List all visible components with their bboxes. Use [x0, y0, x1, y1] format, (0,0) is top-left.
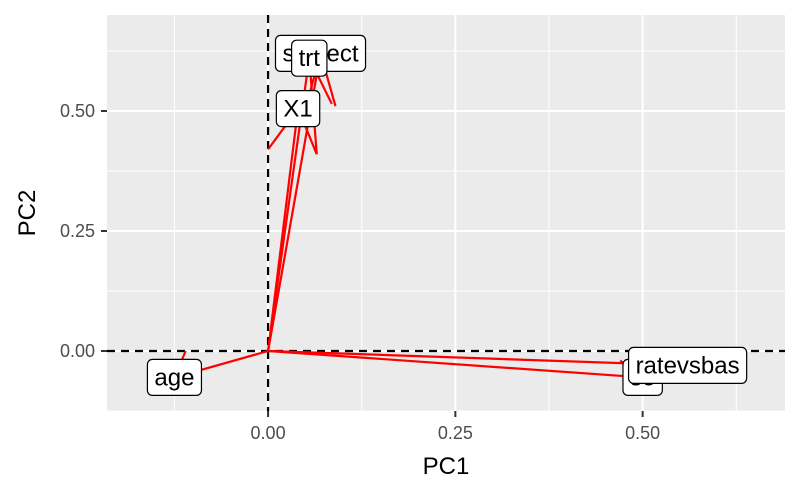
loading-label-trt: trt — [291, 39, 328, 77]
x-tick-label: 0.00 — [251, 423, 286, 443]
loading-label-ratevsbase: ratevsbas — [627, 346, 748, 384]
loading-label-box-ratevsbase — [627, 346, 748, 384]
x-axis-title: PC1 — [423, 453, 470, 480]
loading-label-box-X1 — [275, 89, 321, 128]
y-tick-label: 0.25 — [60, 221, 95, 241]
loading-label-age: age — [146, 358, 203, 396]
loading-label-text-trt: trt — [299, 45, 321, 72]
y-tick-label: 0.50 — [60, 101, 95, 121]
loading-label-box-age — [146, 358, 203, 396]
loading-label-box-trt — [291, 39, 328, 77]
y-axis-title: PC2 — [14, 190, 41, 237]
y-axis: 0.00 0.25 0.50 — [60, 101, 107, 361]
x-tick-label: 0.50 — [625, 423, 660, 443]
loading-labels: subjecttrtX1ageseratevsbas — [146, 34, 748, 396]
plot-panel — [107, 15, 785, 411]
loading-label-text-ratevsbase: ratevsbas — [636, 352, 740, 379]
loading-label-text-X1: X1 — [283, 96, 312, 123]
x-axis: 0.00 0.25 0.50 — [251, 411, 660, 443]
arrow-shaft-sex — [267, 349, 643, 379]
x-tick-label: 0.25 — [438, 423, 473, 443]
loading-label-text-age: age — [154, 364, 194, 391]
arrow-shaft-ratevsbase — [268, 349, 688, 367]
minor-gridlines — [107, 15, 785, 412]
loading-label-X1: X1 — [275, 89, 321, 128]
arrow-shaft-X1 — [266, 108, 300, 352]
y-tick-label: 0.00 — [60, 341, 95, 361]
